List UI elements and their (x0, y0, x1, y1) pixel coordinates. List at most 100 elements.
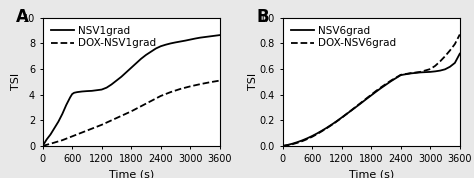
DOX-NSV6grad (285, 144, 291, 146)
NSV1grad (197, 37, 203, 39)
DOX-NSV6grad (418, 71, 423, 73)
DOX-NSV6grad (374, 90, 379, 92)
DOX-NSV6grad (378, 86, 384, 88)
Line: DOX-NSV6grad: DOX-NSV6grad (283, 35, 460, 146)
DOX-NSV1grad (40, 145, 46, 147)
NSV6grad (364, 98, 369, 100)
NSV6grad (432, 70, 438, 72)
DOX-NSV1grad (79, 131, 85, 134)
DOX-NSV1grad (128, 110, 134, 112)
DOX-NSV6grad (358, 101, 364, 103)
NSV6grad (290, 143, 295, 145)
NSV1grad (133, 62, 139, 64)
DOX-NSV1grad (168, 91, 173, 93)
NSV6grad (442, 68, 448, 70)
NSV1grad (217, 34, 223, 36)
NSV1grad (104, 87, 109, 89)
DOX-NSV6grad (457, 33, 463, 36)
NSV1grad (192, 38, 198, 40)
DOX-NSV6grad (329, 124, 335, 126)
DOX-NSV6grad (364, 98, 369, 100)
DOX-NSV1grad (99, 124, 105, 126)
NSV1grad (207, 35, 213, 37)
NSV6grad (314, 132, 320, 134)
NSV6grad (310, 135, 315, 137)
NSV1grad (79, 90, 85, 93)
NSV1grad (173, 41, 178, 43)
DOX-NSV6grad (428, 68, 433, 70)
DOX-NSV6grad (300, 140, 305, 142)
NSV1grad (64, 104, 69, 106)
NSV6grad (388, 80, 394, 82)
NSV6grad (339, 116, 345, 119)
NSV1grad (138, 58, 144, 60)
NSV1grad (99, 88, 105, 91)
DOX-NSV6grad (388, 80, 394, 82)
DOX-NSV1grad (187, 85, 193, 87)
NSV6grad (304, 137, 310, 139)
NSV1grad (69, 93, 75, 95)
Legend: NSV1grad, DOX-NSV1grad: NSV1grad, DOX-NSV1grad (48, 23, 159, 51)
NSV1grad (60, 113, 65, 115)
NSV6grad (368, 94, 374, 96)
DOX-NSV1grad (178, 88, 183, 90)
DOX-NSV6grad (452, 43, 458, 45)
NSV1grad (168, 42, 173, 44)
Text: B: B (256, 7, 269, 26)
DOX-NSV6grad (368, 94, 374, 96)
NSV1grad (148, 51, 154, 53)
DOX-NSV6grad (339, 117, 345, 119)
DOX-NSV6grad (334, 120, 340, 122)
DOX-NSV6grad (280, 145, 285, 147)
NSV1grad (44, 138, 49, 141)
DOX-NSV1grad (138, 105, 144, 107)
NSV1grad (114, 80, 119, 82)
DOX-NSV6grad (314, 133, 320, 135)
DOX-NSV6grad (319, 130, 325, 132)
NSV1grad (84, 90, 90, 92)
DOX-NSV1grad (50, 142, 55, 144)
NSV1grad (52, 127, 57, 129)
Legend: NSV6grad, DOX-NSV6grad: NSV6grad, DOX-NSV6grad (288, 23, 400, 51)
NSV1grad (71, 92, 77, 94)
NSV6grad (408, 72, 413, 74)
NSV6grad (457, 53, 463, 55)
NSV1grad (94, 89, 100, 91)
NSV1grad (153, 48, 159, 50)
NSV1grad (89, 90, 95, 92)
NSV1grad (40, 145, 46, 147)
NSV6grad (378, 87, 384, 89)
DOX-NSV1grad (60, 139, 65, 141)
DOX-NSV6grad (304, 138, 310, 140)
NSV1grad (74, 91, 80, 93)
DOX-NSV1grad (158, 95, 164, 97)
NSV6grad (344, 113, 349, 115)
DOX-NSV6grad (310, 136, 315, 138)
NSV1grad (163, 44, 168, 46)
DOX-NSV6grad (344, 113, 349, 115)
Y-axis label: TSI: TSI (11, 73, 21, 90)
NSV6grad (354, 106, 359, 108)
NSV6grad (329, 123, 335, 125)
NSV6grad (334, 120, 340, 122)
NSV1grad (109, 83, 114, 85)
NSV1grad (178, 40, 183, 43)
NSV1grad (182, 40, 188, 42)
DOX-NSV1grad (109, 119, 114, 121)
NSV1grad (143, 54, 149, 56)
DOX-NSV6grad (354, 105, 359, 107)
DOX-NSV6grad (447, 49, 453, 52)
NSV6grad (285, 144, 291, 146)
NSV6grad (437, 70, 443, 72)
NSV6grad (358, 102, 364, 104)
DOX-NSV6grad (349, 109, 355, 111)
DOX-NSV1grad (197, 83, 203, 85)
NSV1grad (123, 71, 129, 73)
NSV6grad (319, 130, 325, 132)
NSV6grad (447, 66, 453, 68)
NSV6grad (418, 71, 423, 74)
NSV1grad (187, 38, 193, 41)
NSV6grad (324, 127, 330, 129)
X-axis label: Time (s): Time (s) (109, 169, 154, 178)
DOX-NSV6grad (290, 143, 295, 145)
